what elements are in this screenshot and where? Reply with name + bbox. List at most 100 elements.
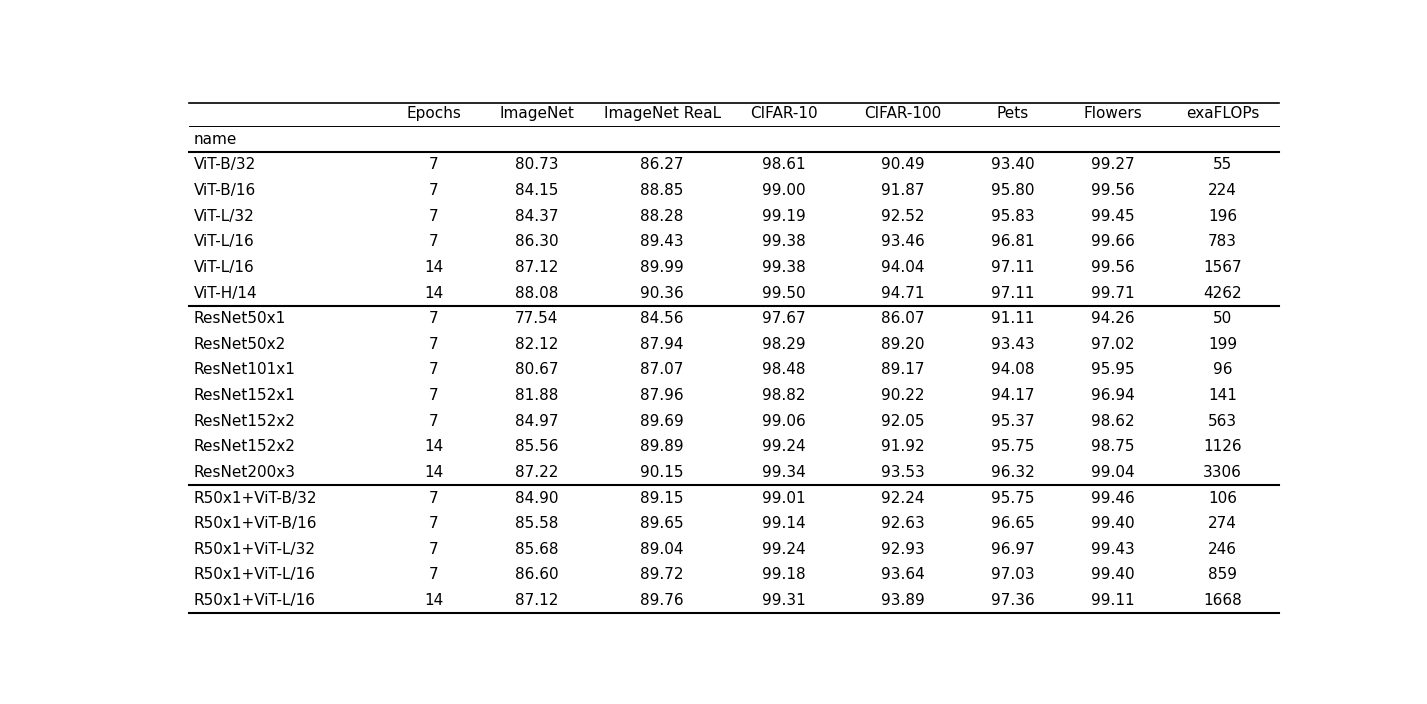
Text: 91.11: 91.11 [990,311,1035,326]
Text: R50x1+ViT-L/16: R50x1+ViT-L/16 [194,567,315,582]
Text: 99.38: 99.38 [762,234,806,249]
Text: 90.49: 90.49 [882,157,925,172]
Text: Flowers: Flowers [1083,106,1142,121]
Text: 92.63: 92.63 [882,516,925,532]
Text: 89.17: 89.17 [882,363,925,377]
Text: 14: 14 [424,465,444,480]
Text: 96.32: 96.32 [990,465,1035,480]
Text: 99.27: 99.27 [1092,157,1134,172]
Text: 141: 141 [1209,388,1237,403]
Text: 87.22: 87.22 [515,465,558,480]
Text: R50x1+ViT-B/32: R50x1+ViT-B/32 [194,491,317,505]
Text: Epochs: Epochs [407,106,461,121]
Text: 274: 274 [1209,516,1237,532]
Text: 86.60: 86.60 [515,567,559,582]
Text: 93.43: 93.43 [990,337,1035,352]
Text: 55: 55 [1213,157,1232,172]
Text: R50x1+ViT-L/16: R50x1+ViT-L/16 [194,593,315,608]
Text: 97.11: 97.11 [990,260,1035,275]
Text: 1126: 1126 [1203,439,1241,454]
Text: 87.07: 87.07 [641,363,684,377]
Text: 86.07: 86.07 [882,311,925,326]
Text: 95.95: 95.95 [1092,363,1134,377]
Text: ResNet152x2: ResNet152x2 [194,439,295,454]
Text: 246: 246 [1207,542,1237,557]
Text: 96.81: 96.81 [990,234,1035,249]
Text: 199: 199 [1207,337,1237,352]
Text: 4262: 4262 [1203,286,1241,301]
Text: 90.36: 90.36 [641,286,684,301]
Text: ResNet152x1: ResNet152x1 [194,388,295,403]
Text: 99.01: 99.01 [762,491,806,505]
Text: 87.12: 87.12 [515,260,558,275]
Text: 97.36: 97.36 [990,593,1035,608]
Text: 92.24: 92.24 [882,491,925,505]
Text: 106: 106 [1207,491,1237,505]
Text: 1567: 1567 [1203,260,1241,275]
Text: 859: 859 [1207,567,1237,582]
Text: 88.08: 88.08 [515,286,558,301]
Text: 14: 14 [424,439,444,454]
Text: 89.76: 89.76 [641,593,684,608]
Text: 98.61: 98.61 [762,157,806,172]
Text: 81.88: 81.88 [515,388,558,403]
Text: 93.40: 93.40 [990,157,1035,172]
Text: 86.30: 86.30 [515,234,559,249]
Text: ViT-B/32: ViT-B/32 [194,157,255,172]
Text: 96.94: 96.94 [1092,388,1134,403]
Text: 98.29: 98.29 [762,337,806,352]
Text: ResNet50x2: ResNet50x2 [194,337,285,352]
Text: 50: 50 [1213,311,1232,326]
Text: 84.97: 84.97 [515,414,558,429]
Text: 99.43: 99.43 [1092,542,1134,557]
Text: 97.02: 97.02 [1092,337,1134,352]
Text: 87.94: 87.94 [641,337,684,352]
Text: name: name [194,132,237,146]
Text: 7: 7 [428,311,438,326]
Text: 99.34: 99.34 [762,465,806,480]
Text: 7: 7 [428,234,438,249]
Text: CIFAR-100: CIFAR-100 [865,106,942,121]
Text: 7: 7 [428,337,438,352]
Text: 94.17: 94.17 [990,388,1035,403]
Text: 99.31: 99.31 [762,593,806,608]
Text: 89.99: 89.99 [641,260,684,275]
Text: ResNet50x1: ResNet50x1 [194,311,285,326]
Text: 97.67: 97.67 [762,311,806,326]
Text: 7: 7 [428,208,438,224]
Text: 7: 7 [428,542,438,557]
Text: 88.85: 88.85 [641,183,684,198]
Text: 84.90: 84.90 [515,491,558,505]
Text: 89.72: 89.72 [641,567,684,582]
Text: 99.56: 99.56 [1092,183,1134,198]
Text: ImageNet: ImageNet [499,106,574,121]
Text: 99.06: 99.06 [762,414,806,429]
Text: 99.38: 99.38 [762,260,806,275]
Text: 87.96: 87.96 [641,388,684,403]
Text: 89.69: 89.69 [641,414,684,429]
Text: 87.12: 87.12 [515,593,558,608]
Text: 84.56: 84.56 [641,311,684,326]
Text: 196: 196 [1207,208,1237,224]
Text: 89.43: 89.43 [641,234,684,249]
Text: 7: 7 [428,388,438,403]
Text: 86.27: 86.27 [641,157,684,172]
Text: 82.12: 82.12 [515,337,558,352]
Text: 89.89: 89.89 [641,439,684,454]
Text: 14: 14 [424,286,444,301]
Text: 90.22: 90.22 [882,388,925,403]
Text: 89.15: 89.15 [641,491,684,505]
Text: 7: 7 [428,491,438,505]
Text: 96: 96 [1213,363,1232,377]
Text: 99.56: 99.56 [1092,260,1134,275]
Text: ViT-B/16: ViT-B/16 [194,183,255,198]
Text: ResNet200x3: ResNet200x3 [194,465,295,480]
Text: 99.24: 99.24 [762,542,806,557]
Text: 85.58: 85.58 [515,516,558,532]
Text: 92.52: 92.52 [882,208,925,224]
Text: 85.56: 85.56 [515,439,558,454]
Text: 7: 7 [428,414,438,429]
Text: 99.66: 99.66 [1090,234,1134,249]
Text: ImageNet ReaL: ImageNet ReaL [604,106,721,121]
Text: 7: 7 [428,516,438,532]
